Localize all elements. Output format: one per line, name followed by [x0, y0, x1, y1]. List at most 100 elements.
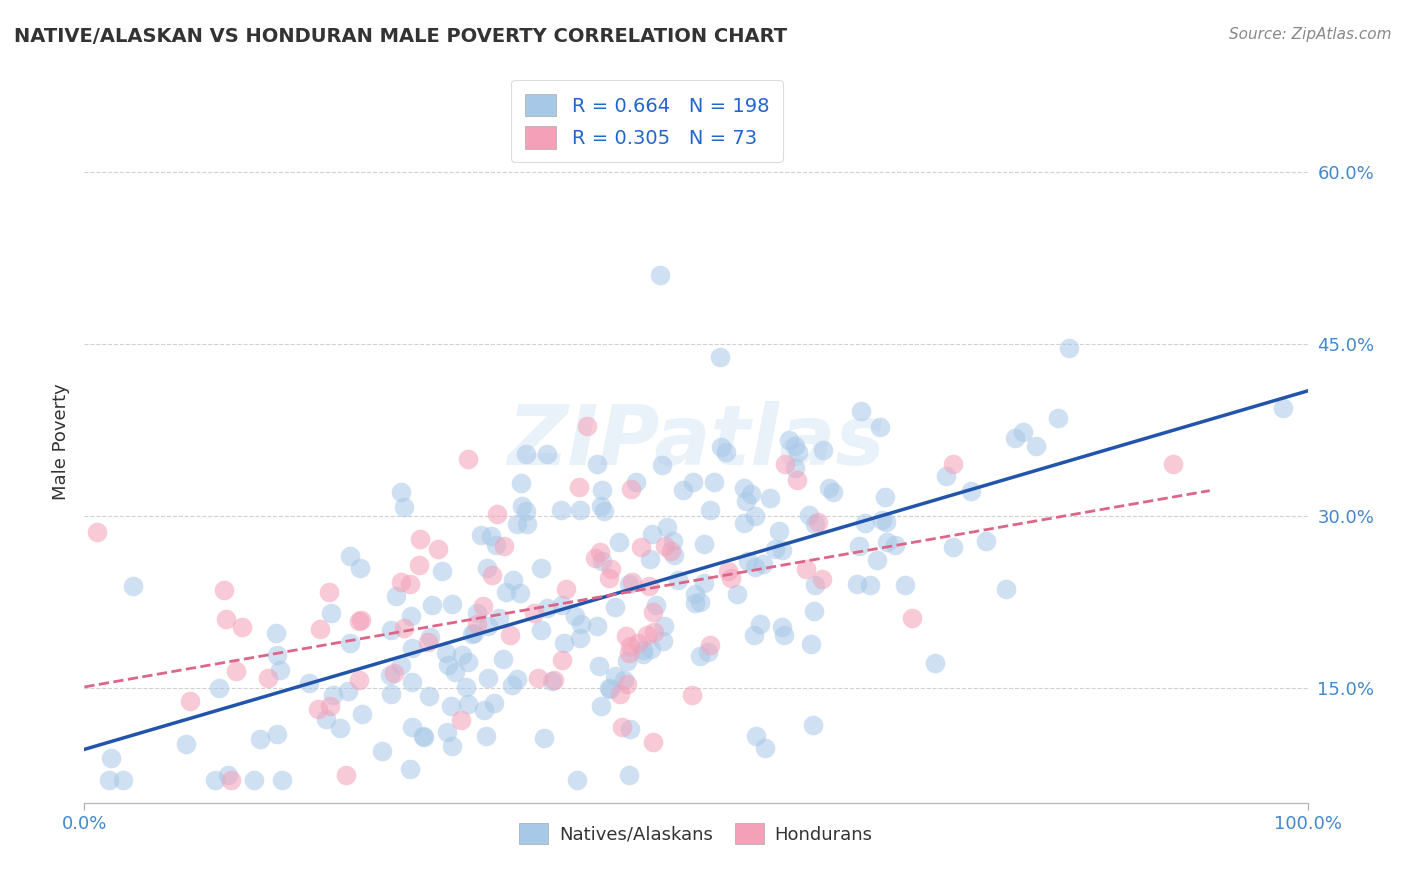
Point	[610, 720, 633, 734]
Point	[484, 538, 506, 552]
Point	[529, 624, 551, 638]
Point	[662, 548, 685, 562]
Point	[384, 589, 406, 603]
Point	[266, 726, 288, 740]
Point	[231, 619, 253, 633]
Point	[641, 606, 664, 620]
Point	[720, 571, 742, 585]
Point	[179, 694, 201, 708]
Point	[796, 562, 818, 576]
Point	[465, 616, 488, 631]
Point	[787, 445, 810, 459]
Point	[869, 420, 891, 434]
Point	[631, 647, 654, 661]
Point	[401, 720, 423, 734]
Point	[380, 668, 402, 682]
Point	[640, 642, 662, 657]
Point	[619, 722, 641, 736]
Point	[591, 554, 613, 568]
Point	[866, 553, 889, 567]
Point	[543, 673, 565, 688]
Point	[86, 524, 108, 539]
Point	[416, 635, 439, 649]
Point	[616, 654, 638, 668]
Point	[740, 487, 762, 501]
Point	[697, 644, 720, 658]
Point	[683, 596, 706, 610]
Point	[550, 503, 572, 517]
Point	[509, 585, 531, 599]
Point	[457, 452, 479, 467]
Point	[600, 562, 623, 576]
Point	[589, 699, 612, 714]
Point	[337, 684, 360, 698]
Point	[638, 552, 661, 566]
Point	[627, 636, 650, 650]
Point	[111, 772, 134, 787]
Point	[870, 513, 893, 527]
Point	[846, 577, 869, 591]
Point	[207, 681, 229, 695]
Point	[773, 627, 796, 641]
Point	[564, 609, 586, 624]
Point	[492, 651, 515, 665]
Point	[527, 671, 550, 685]
Point	[319, 607, 342, 621]
Point	[450, 713, 472, 727]
Point	[775, 457, 797, 471]
Point	[249, 732, 271, 747]
Point	[744, 559, 766, 574]
Point	[413, 730, 436, 744]
Point	[536, 600, 558, 615]
Point	[555, 582, 578, 596]
Point	[408, 558, 430, 573]
Point	[485, 507, 508, 521]
Point	[643, 735, 665, 749]
Point	[523, 606, 546, 620]
Point	[401, 640, 423, 655]
Point	[586, 457, 609, 471]
Point	[214, 582, 236, 597]
Point	[894, 578, 917, 592]
Point	[482, 696, 505, 710]
Point	[751, 558, 773, 572]
Point	[457, 655, 479, 669]
Point	[588, 545, 610, 559]
Point	[652, 633, 675, 648]
Point	[876, 534, 898, 549]
Point	[575, 419, 598, 434]
Point	[174, 737, 197, 751]
Point	[901, 610, 924, 624]
Point	[643, 625, 665, 640]
Point	[412, 729, 434, 743]
Point	[204, 772, 226, 787]
Point	[924, 656, 946, 670]
Point	[644, 598, 666, 612]
Point	[588, 659, 610, 673]
Point	[744, 508, 766, 523]
Point	[858, 577, 880, 591]
Point	[589, 499, 612, 513]
Point	[553, 636, 575, 650]
Point	[434, 646, 457, 660]
Point	[598, 571, 620, 585]
Point	[654, 539, 676, 553]
Point	[335, 768, 357, 782]
Point	[474, 729, 496, 743]
Point	[609, 687, 631, 701]
Point	[309, 622, 332, 636]
Point	[1046, 411, 1069, 425]
Point	[495, 585, 517, 599]
Point	[391, 574, 413, 589]
Point	[565, 772, 588, 787]
Point	[142, 807, 165, 822]
Point	[960, 483, 983, 498]
Point	[506, 517, 529, 532]
Point	[591, 483, 613, 497]
Point	[456, 680, 478, 694]
Point	[271, 772, 294, 787]
Point	[399, 576, 422, 591]
Point	[786, 473, 808, 487]
Point	[420, 599, 443, 613]
Point	[1025, 439, 1047, 453]
